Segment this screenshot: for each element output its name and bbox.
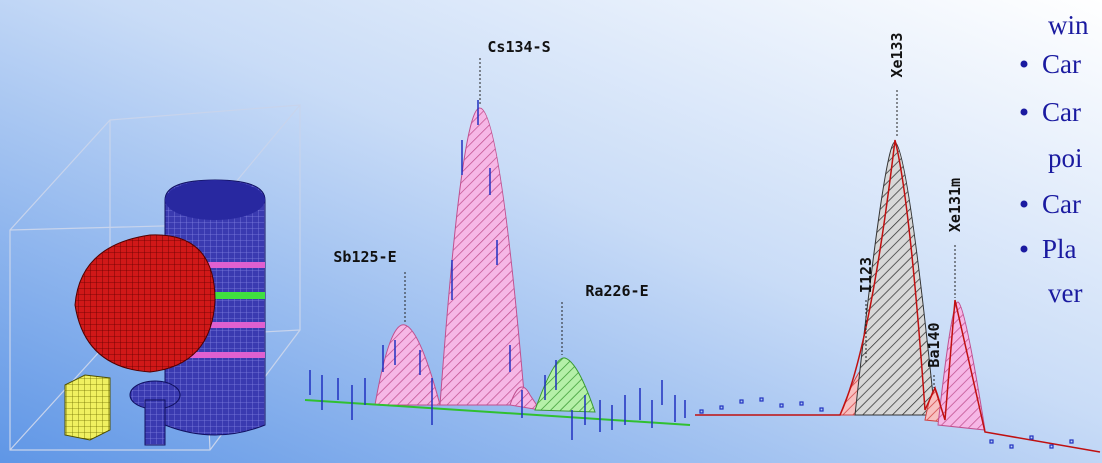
peak-label: Ra226-E: [585, 282, 648, 300]
text-fragment: Car: [1042, 49, 1081, 79]
text-fragment: ver: [1048, 278, 1082, 308]
peak-label: Cs134-S: [487, 38, 550, 56]
peak-label: Sb125-E: [333, 248, 396, 266]
peak-label: I123: [857, 257, 875, 293]
peak-label: Xe133: [888, 32, 906, 77]
text-fragment: win: [1048, 10, 1089, 40]
text-fragment: Pla: [1042, 234, 1077, 264]
peak-label: Ba140: [925, 322, 943, 367]
text-fragment: Car: [1042, 189, 1081, 219]
slide: Sb125-E Cs134-S Ra226-E I123 Xe133 Ba140…: [0, 0, 1102, 463]
peak-label: Xe131m: [946, 178, 964, 232]
text-fragment: poi: [1048, 143, 1083, 173]
text-fragment: Car: [1042, 97, 1081, 127]
